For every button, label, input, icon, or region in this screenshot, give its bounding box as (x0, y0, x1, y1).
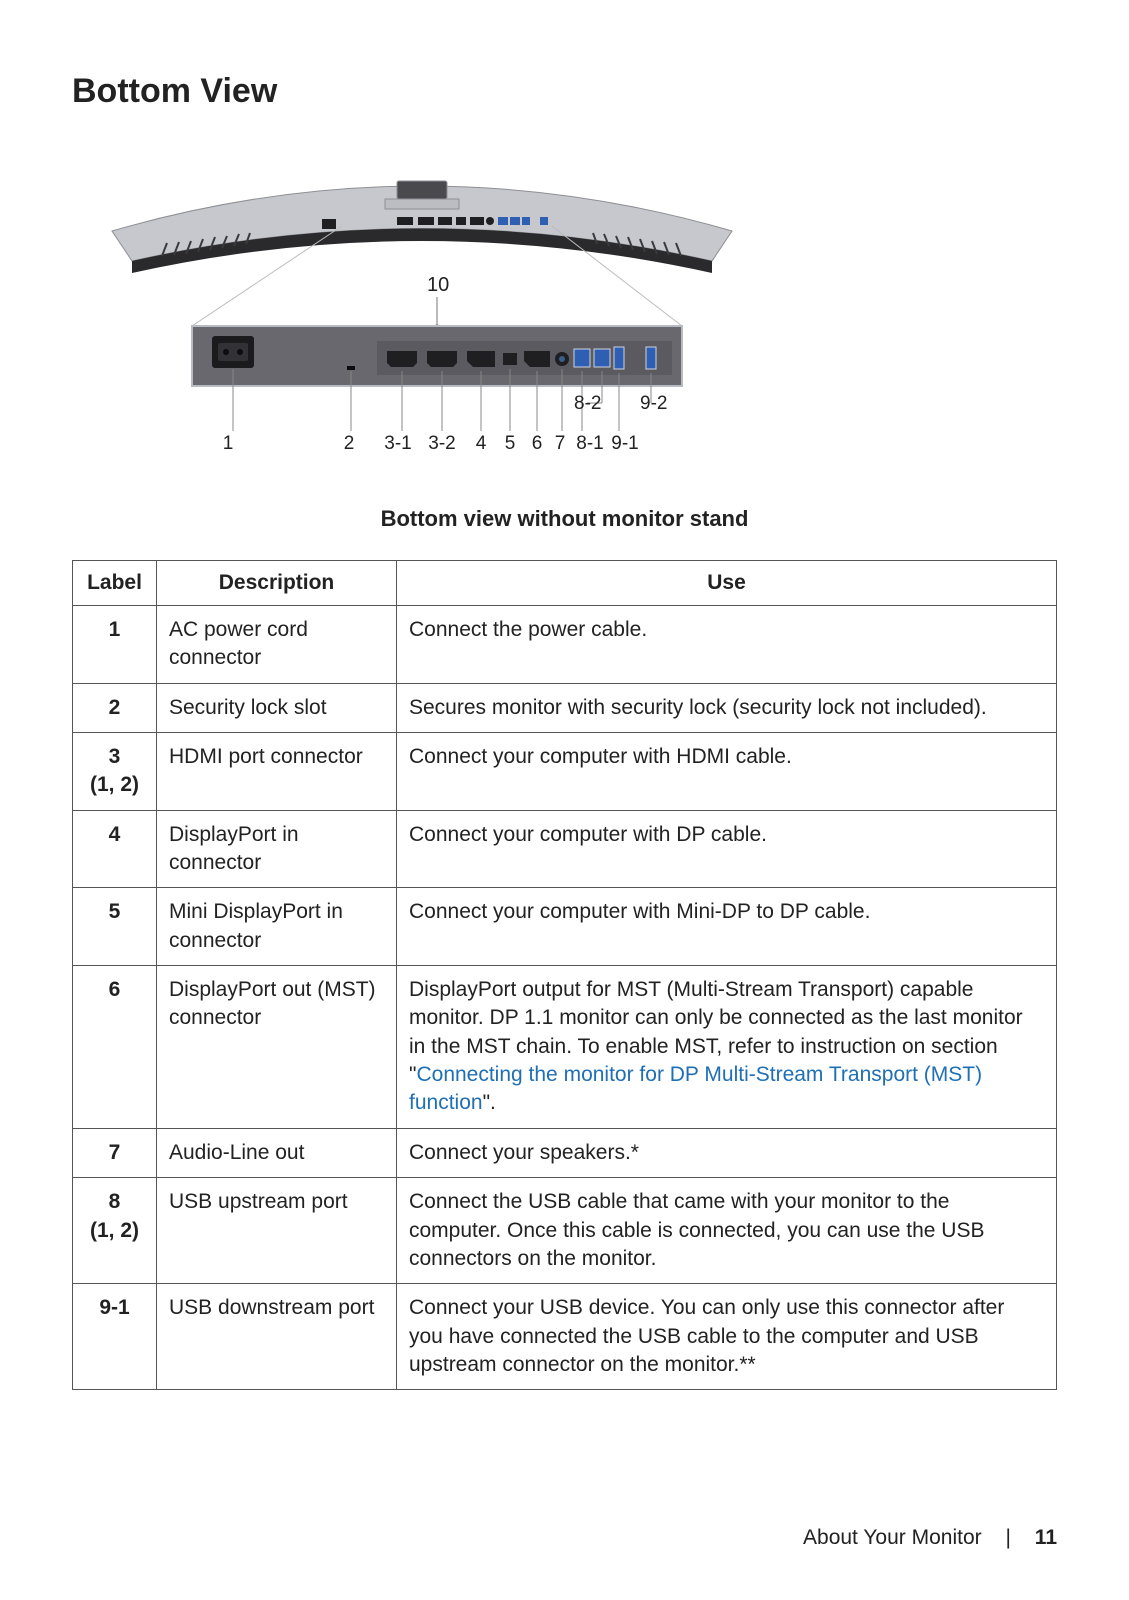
monitor-top-shell (112, 181, 732, 273)
cell-use: Connect your computer with DP cable. (397, 810, 1057, 888)
table-row: 4 DisplayPort in connector Connect your … (73, 810, 1057, 888)
cell-use: Connect the power cable. (397, 606, 1057, 684)
cell-desc: DisplayPort in connector (157, 810, 397, 888)
diagram-label-8-1: 8-1 (576, 433, 603, 454)
cell-desc: Mini DisplayPort in connector (157, 888, 397, 966)
table-row: 1 AC power cord connector Connect the po… (73, 606, 1057, 684)
table-row: 5 Mini DisplayPort in connector Connect … (73, 888, 1057, 966)
diagram-label-5: 5 (505, 433, 516, 454)
cell-label: 3 (1, 2) (73, 733, 157, 811)
cell-use: Connect your USB device. You can only us… (397, 1284, 1057, 1390)
cell-use: Secures monitor with security lock (secu… (397, 683, 1057, 732)
cell-label: 4 (73, 810, 157, 888)
cell-use: Connect the USB cable that came with you… (397, 1178, 1057, 1284)
cell-desc: Audio-Line out (157, 1128, 397, 1177)
table-row: 9-1 USB downstream port Connect your USB… (73, 1284, 1057, 1390)
cell-desc: AC power cord connector (157, 606, 397, 684)
diagram-label-8-2: 8-2 (574, 393, 601, 414)
cell-desc: Security lock slot (157, 683, 397, 732)
col-description: Description (157, 561, 397, 606)
table-row: 3 (1, 2) HDMI port connector Connect you… (73, 733, 1057, 811)
cell-label: 5 (73, 888, 157, 966)
diagram-label-3-1: 3-1 (384, 433, 411, 454)
footer-page-number: 11 (1035, 1526, 1057, 1549)
cell-use: Connect your computer with Mini-DP to DP… (397, 888, 1057, 966)
cell-label: 6 (73, 966, 157, 1129)
cell-use: Connect your computer with HDMI cable. (397, 733, 1057, 811)
cell-use: DisplayPort output for MST (Multi-Stream… (397, 966, 1057, 1129)
diagram-label-9-1: 9-1 (611, 433, 638, 454)
diagram-label-3-2: 3-2 (428, 433, 455, 454)
cell-use: Connect your speakers.* (397, 1128, 1057, 1177)
use-post: ". (483, 1091, 496, 1114)
port-panel (192, 326, 682, 386)
footer-separator: | (1005, 1526, 1010, 1549)
page-heading: Bottom View (72, 72, 1057, 111)
cell-desc: DisplayPort out (MST) connector (157, 966, 397, 1129)
cell-desc: HDMI port connector (157, 733, 397, 811)
footer-section: About Your Monitor (803, 1526, 982, 1549)
table-row: 7 Audio-Line out Connect your speakers.* (73, 1128, 1057, 1177)
cell-label: 1 (73, 606, 157, 684)
diagram-label-2: 2 (344, 433, 355, 454)
ports-table: Label Description Use 1 AC power cord co… (72, 560, 1057, 1390)
diagram-label-1: 1 (223, 433, 234, 454)
cell-label: 7 (73, 1128, 157, 1177)
bottom-view-diagram: 10 (92, 151, 752, 471)
diagram-label-9-2: 9-2 (640, 393, 667, 414)
diagram-label-10: 10 (427, 274, 449, 296)
col-label: Label (73, 561, 157, 606)
cell-label: 2 (73, 683, 157, 732)
page-footer: About Your Monitor | 11 (803, 1526, 1057, 1550)
diagram-label-4: 4 (476, 433, 487, 454)
table-row: 2 Security lock slot Secures monitor wit… (73, 683, 1057, 732)
diagram-label-7: 7 (555, 433, 566, 454)
diagram-label-6: 6 (532, 433, 543, 454)
cell-desc: USB upstream port (157, 1178, 397, 1284)
table-row: 8 (1, 2) USB upstream port Connect the U… (73, 1178, 1057, 1284)
cell-label: 8 (1, 2) (73, 1178, 157, 1284)
diagram-caption: Bottom view without monitor stand (72, 506, 1057, 532)
col-use: Use (397, 561, 1057, 606)
table-row: 6 DisplayPort out (MST) connector Displa… (73, 966, 1057, 1129)
cell-label: 9-1 (73, 1284, 157, 1390)
cell-desc: USB downstream port (157, 1284, 397, 1390)
